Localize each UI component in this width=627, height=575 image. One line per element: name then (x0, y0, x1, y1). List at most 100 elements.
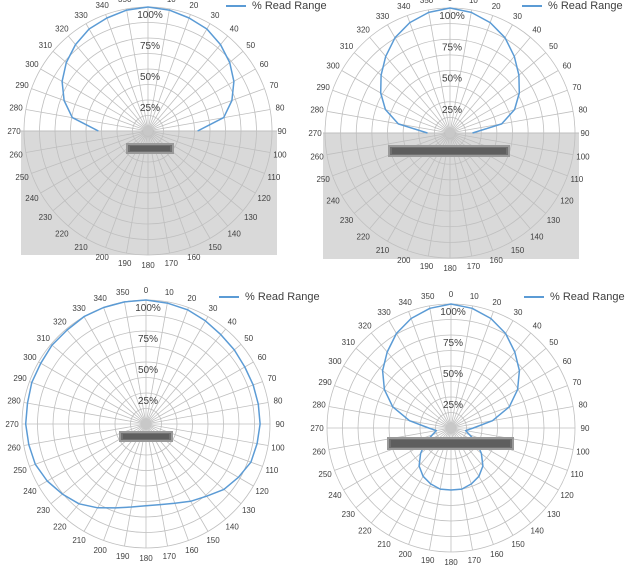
angle-tick-label: 330 (376, 12, 390, 21)
angle-tick-label: 40 (230, 24, 239, 33)
angle-tick-label: 310 (37, 334, 51, 343)
grid-spoke (450, 320, 514, 429)
angle-tick-label: 200 (397, 256, 411, 265)
angle-tick-label: 0 (449, 290, 454, 299)
angle-tick-label: 130 (242, 506, 256, 515)
angle-tick-label: 40 (533, 321, 542, 330)
angle-tick-label: 290 (13, 374, 27, 383)
angle-tick-label: 20 (187, 294, 196, 303)
grid-spoke (147, 130, 256, 194)
radial-tick-label: 75% (442, 42, 462, 53)
angle-tick-label: 310 (340, 42, 354, 51)
angle-tick-label: 230 (37, 506, 51, 515)
angle-tick-label: 300 (23, 353, 37, 362)
grid-spoke (85, 23, 149, 132)
grid-spoke (25, 109, 149, 132)
grid-spoke (449, 15, 494, 134)
angle-tick-label: 280 (312, 401, 326, 410)
legend-label: % Read Range (550, 291, 625, 303)
legend-swatch (524, 296, 544, 299)
grid-spoke (126, 8, 149, 132)
radial-tick-label: 75% (443, 338, 463, 349)
grid-spoke (450, 365, 559, 429)
grid-spoke (353, 52, 451, 134)
angle-tick-label: 270 (5, 420, 19, 429)
angle-tick-label: 290 (15, 81, 29, 90)
grid-spoke (326, 110, 451, 134)
angle-tick-label: 80 (579, 401, 588, 410)
grid-spoke (145, 328, 227, 425)
angle-tick-label: 110 (571, 470, 584, 479)
angle-tick-label: 30 (514, 308, 523, 317)
grid-spoke (103, 307, 147, 425)
grid-spoke (25, 130, 149, 153)
angle-tick-label: 350 (421, 292, 435, 301)
angle-tick-label: 20 (189, 1, 198, 10)
angle-tick-label: 190 (420, 262, 434, 271)
grid-spoke (449, 24, 513, 134)
angle-tick-label: 100 (273, 150, 287, 159)
grid-spoke (449, 70, 559, 134)
angle-tick-label: 290 (316, 83, 330, 92)
angle-tick-label: 330 (377, 308, 391, 317)
angle-tick-label: 350 (116, 288, 130, 297)
grid-spoke (83, 316, 147, 425)
angle-tick-label: 180 (139, 554, 153, 563)
legend-label: % Read Range (548, 0, 623, 12)
angle-tick-label: 220 (55, 230, 69, 239)
angle-tick-label: 140 (225, 523, 239, 532)
radial-tick-label: 25% (140, 103, 160, 114)
grid-spoke (450, 305, 473, 429)
angle-tick-label: 240 (328, 491, 342, 500)
grid-spoke (408, 311, 452, 429)
angle-tick-label: 180 (141, 261, 155, 270)
angle-tick-label: 220 (358, 527, 372, 536)
angle-tick-label: 170 (165, 259, 179, 268)
angle-tick-label: 280 (310, 106, 324, 115)
grid-spoke (388, 320, 452, 429)
angle-tick-label: 320 (53, 317, 67, 326)
angle-tick-label: 60 (260, 60, 269, 69)
angle-tick-label: 10 (165, 288, 174, 297)
angle-tick-label: 10 (167, 0, 176, 4)
grid-spoke (427, 9, 451, 134)
angle-tick-label: 130 (244, 213, 258, 222)
angle-tick-label: 80 (274, 397, 283, 406)
angle-tick-label: 300 (328, 357, 342, 366)
angle-tick-label: 190 (116, 552, 130, 561)
angle-tick-label: 340 (398, 298, 412, 307)
angle-tick-label: 100 (271, 443, 285, 452)
angle-tick-label: 200 (93, 546, 107, 555)
angle-tick-label: 150 (511, 540, 525, 549)
grid-spoke (449, 9, 473, 134)
legend-top-right: % Read Range (522, 0, 623, 12)
angle-tick-label: 40 (228, 317, 237, 326)
legend-top-left: % Read Range (226, 0, 327, 12)
grid-spoke (147, 68, 256, 132)
angle-tick-label: 250 (15, 173, 29, 182)
grid-spoke (124, 301, 147, 425)
grid-spoke (147, 50, 244, 132)
radial-tick-label: 25% (443, 400, 463, 411)
angle-tick-label: 50 (549, 338, 558, 347)
grid-spoke (147, 88, 265, 132)
angle-tick-label: 140 (530, 527, 544, 536)
angle-tick-label: 330 (74, 11, 88, 20)
angle-tick-label: 170 (163, 552, 177, 561)
angle-tick-label: 310 (39, 41, 53, 50)
grid-spoke (145, 361, 254, 425)
angle-tick-label: 160 (187, 253, 201, 262)
center-hub (143, 126, 153, 136)
radial-tick-label: 50% (138, 365, 158, 376)
angle-tick-label: 200 (95, 253, 109, 262)
radial-tick-label: 75% (138, 334, 158, 345)
grid-spoke (370, 332, 452, 429)
angle-tick-label: 10 (469, 0, 478, 5)
angle-tick-label: 120 (560, 197, 574, 206)
legend-label: % Read Range (245, 291, 320, 303)
angle-tick-label: 0 (146, 0, 151, 2)
